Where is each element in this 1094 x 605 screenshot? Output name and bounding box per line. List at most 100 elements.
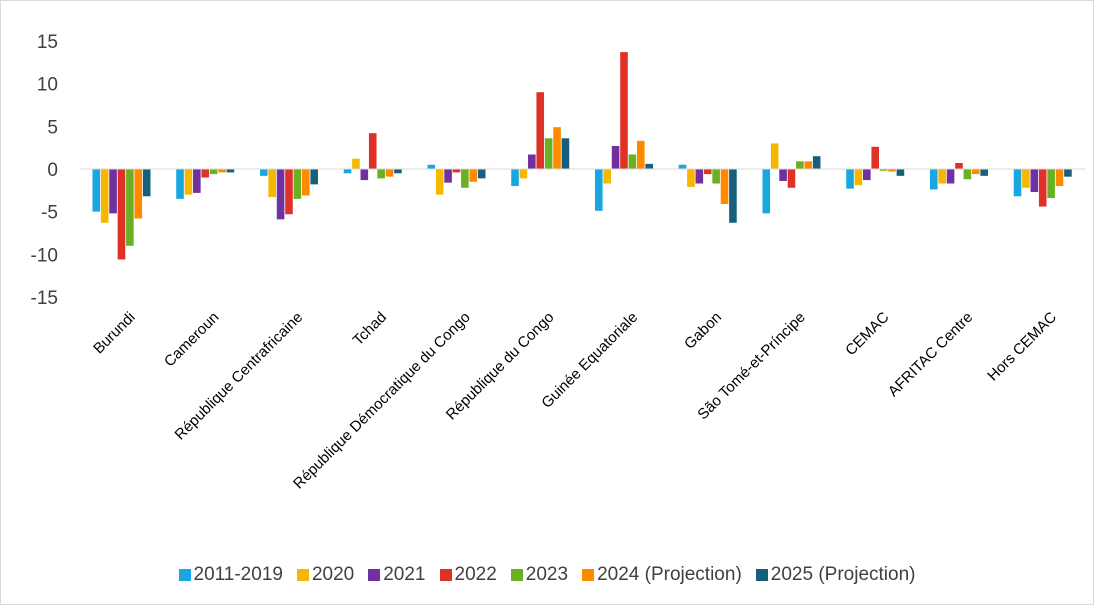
- bar: [109, 169, 117, 214]
- bar: [636, 140, 645, 169]
- bar: [285, 169, 293, 215]
- bar: [142, 169, 151, 197]
- bar: [343, 169, 352, 174]
- legend-swatch: [178, 569, 191, 581]
- bar: [695, 169, 704, 184]
- bar: [528, 154, 536, 169]
- bar: [1030, 169, 1039, 193]
- bar: [226, 169, 235, 173]
- legend-item: 2023: [510, 564, 569, 586]
- legend-item: 2011-2019: [178, 564, 283, 586]
- bar: [427, 164, 436, 169]
- legend-swatch: [582, 569, 595, 581]
- bar: [461, 169, 469, 188]
- bar: [1047, 169, 1055, 199]
- bar: [871, 146, 880, 169]
- bar: [729, 169, 737, 223]
- bar: [544, 138, 553, 169]
- bar: [218, 169, 226, 173]
- bar: [477, 169, 486, 179]
- bar: [703, 169, 712, 175]
- legend-label: 2011-2019: [193, 564, 283, 585]
- bar: [360, 169, 369, 181]
- bar: [846, 169, 854, 189]
- bar: [100, 169, 109, 223]
- y-tick-label: -5: [41, 203, 58, 224]
- bar: [452, 169, 461, 173]
- bar: [946, 169, 955, 184]
- legend-item: 2020: [296, 564, 355, 586]
- bar: [971, 169, 980, 175]
- legend-swatch: [755, 569, 768, 581]
- category-label: République Démocratique du Congo: [290, 309, 474, 493]
- bar: [620, 52, 628, 170]
- category-label: AFRITAC Centre: [885, 309, 976, 400]
- legend-label: 2023: [525, 564, 569, 585]
- y-tick-label: 0: [47, 160, 58, 181]
- bar: [603, 169, 611, 184]
- legend-item: 2022: [439, 564, 497, 586]
- bar: [854, 169, 863, 186]
- category-label: Gabon: [681, 309, 725, 353]
- legend: 2011-2019 2020 2021 2022 2023 2024 (Projectio…: [0, 564, 1094, 586]
- bar: [1055, 169, 1064, 187]
- bar: [385, 169, 394, 177]
- category-label: Burundi: [90, 309, 139, 358]
- bar: [645, 163, 653, 169]
- legend-item: 2025 (Projection): [755, 564, 916, 586]
- legend-swatch: [368, 569, 381, 581]
- category-label: CEMAC: [842, 309, 892, 359]
- bar: [268, 169, 276, 198]
- bar: [126, 169, 134, 246]
- bar: [963, 169, 972, 180]
- bar: [184, 169, 193, 195]
- bar: [352, 158, 360, 169]
- bar: [611, 145, 620, 169]
- category-label: Cameroun: [161, 309, 223, 371]
- bar: [176, 169, 184, 199]
- bar: [511, 169, 519, 187]
- bar: [762, 169, 771, 214]
- bar: [787, 169, 796, 188]
- bar: [193, 169, 201, 193]
- y-tick-label: 5: [47, 117, 58, 138]
- legend-swatch: [439, 569, 452, 581]
- bar: [377, 169, 385, 179]
- bar: [201, 169, 210, 178]
- bar: [310, 169, 318, 185]
- bar: [394, 169, 402, 174]
- bar: [879, 169, 888, 171]
- bar: [444, 169, 452, 183]
- legend-label: 2025 (Projection): [770, 564, 916, 585]
- bar: [863, 169, 871, 181]
- bar-chart: 15 10 5 0 -5 -10 -15 Burundi Cameroun République …: [31, 32, 1085, 493]
- bar: [1022, 169, 1030, 188]
- y-tick-label: 15: [37, 32, 58, 53]
- legend-swatch: [510, 569, 523, 581]
- bar: [720, 169, 729, 204]
- bar: [980, 169, 988, 176]
- bar: [276, 169, 285, 220]
- bar: [553, 127, 561, 169]
- legend-item: 2024 (Projection): [582, 564, 742, 586]
- bar: [259, 169, 268, 176]
- bar: [435, 169, 444, 195]
- y-tick-label: 10: [37, 75, 58, 96]
- bar: [92, 169, 101, 212]
- bar: [469, 169, 478, 182]
- legend-label: 2024 (Projection): [597, 564, 742, 585]
- bar: [536, 92, 545, 169]
- bar: [779, 169, 787, 181]
- bar: [1064, 169, 1072, 177]
- bar: [687, 169, 695, 187]
- legend-label: 2020: [311, 564, 355, 585]
- legend-item: 2021: [368, 564, 426, 586]
- y-tick-label: -15: [31, 288, 58, 309]
- bar: [628, 154, 637, 169]
- bar: [1013, 169, 1022, 197]
- bar: [896, 169, 905, 176]
- legend-label: 2021: [383, 564, 426, 585]
- bar: [209, 169, 218, 175]
- bar: [519, 169, 528, 179]
- bar: [888, 169, 896, 172]
